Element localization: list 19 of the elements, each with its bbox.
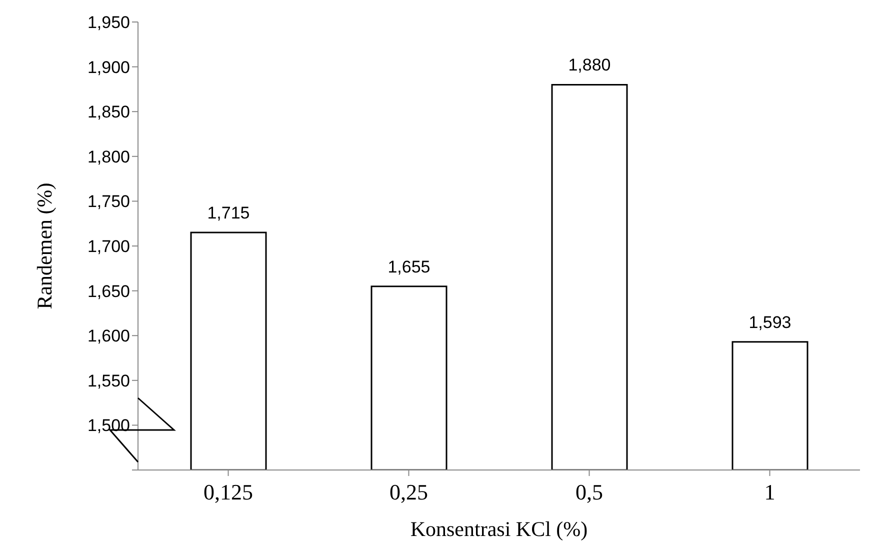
y-tick-label: 1,600 xyxy=(87,326,130,346)
y-tick-label: 1,550 xyxy=(87,371,130,390)
x-axis-title: Konsentrasi KCl (%) xyxy=(410,517,588,541)
data-label: 1,593 xyxy=(748,312,792,332)
x-tick-label: 1 xyxy=(764,480,776,505)
y-tick-label: 1,850 xyxy=(87,102,130,122)
data-label: 1,655 xyxy=(388,257,430,276)
data-label: 1,880 xyxy=(568,56,611,75)
data-label: 1,715 xyxy=(207,204,250,223)
y-tick-label: 1,650 xyxy=(87,282,130,301)
y-tick-label: 1,700 xyxy=(87,237,130,256)
y-tick-label: 1,750 xyxy=(87,192,130,212)
x-tick-label: 0,25 xyxy=(390,480,428,505)
y-tick-label: 1,800 xyxy=(87,147,130,166)
y-tick-label: 1,950 xyxy=(87,13,130,32)
y-tick-label: 1,900 xyxy=(87,58,130,77)
x-tick-label: 0,5 xyxy=(576,480,603,505)
y-axis-title: Randemen (%) xyxy=(32,182,56,310)
x-tick-label: 0,125 xyxy=(204,480,253,505)
